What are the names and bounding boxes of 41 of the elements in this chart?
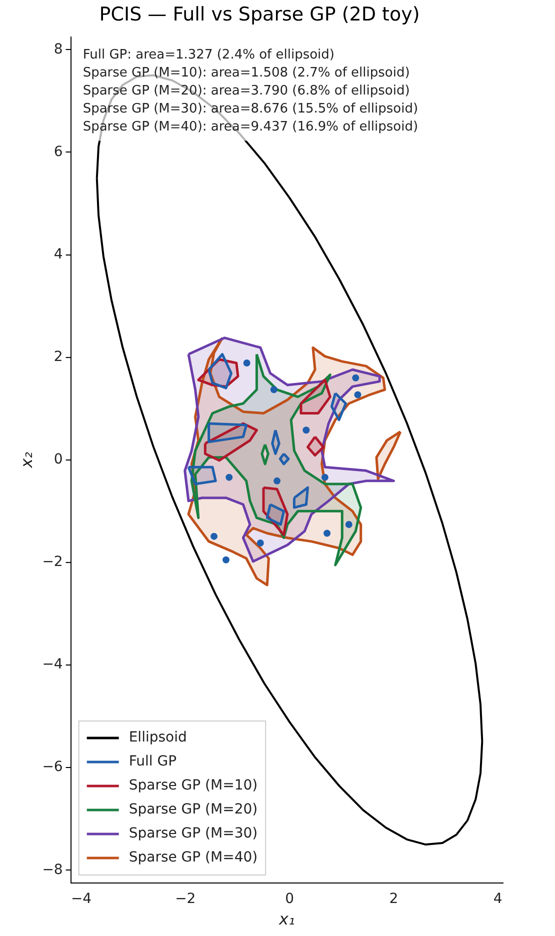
legend-label: Sparse GP (M=40) (128, 850, 258, 866)
annotation: Sparse GP (M=10): area=1.508 (2.7% of ellipsoid) (82, 66, 410, 81)
point (354, 391, 362, 398)
y-tick-label: 0 (54, 452, 63, 468)
y-tick-label: −8 (42, 862, 63, 878)
x-tick-label: 2 (389, 891, 398, 908)
y-tick-label: 2 (54, 348, 63, 365)
point (324, 530, 331, 537)
y-tick-label: −2 (42, 554, 63, 570)
x-axis-title: x₁ (278, 910, 295, 929)
point (270, 386, 278, 394)
y-tick-label: −4 (42, 656, 63, 673)
y-tick-label: −6 (42, 759, 63, 776)
x-tick-label: −2 (175, 891, 196, 908)
y-axis-title: x₂ (16, 451, 36, 469)
point (210, 532, 218, 540)
y-tick-label: 6 (54, 144, 63, 160)
annotation: Sparse GP (M=30): area=8.676 (15.5% of ellipsoid) (82, 102, 418, 117)
x-tick-label: 4 (493, 891, 502, 908)
point (226, 474, 233, 481)
legend-label: Full GP (128, 754, 177, 770)
point (345, 521, 352, 528)
chart-title: PCIS — Full vs Sparse GP (2D toy) (99, 3, 420, 26)
annotation: Sparse GP (M=40): area=9.437 (16.9% of ellipsoid) (82, 120, 418, 135)
y-tick-label: 8 (54, 41, 63, 58)
x-tick-label: −4 (70, 891, 92, 908)
point (274, 477, 281, 484)
point (222, 556, 230, 564)
point (243, 359, 250, 366)
legend-label: Sparse GP (M=10) (128, 778, 258, 794)
annotation: Full GP: area=1.327 (2.4% of ellipsoid) (82, 48, 335, 63)
legend-label: Sparse GP (M=20) (128, 802, 258, 818)
legend-label: Ellipsoid (128, 730, 187, 746)
y-tick-label: 4 (54, 246, 63, 262)
legend-label: Sparse GP (M=30) (128, 826, 258, 842)
point (302, 426, 310, 434)
point (256, 539, 264, 546)
x-tick-label: 0 (285, 891, 294, 908)
annotation: Sparse GP (M=20): area=3.790 (6.8% of ellipsoid) (82, 84, 410, 99)
point (321, 474, 328, 481)
point (352, 374, 360, 382)
